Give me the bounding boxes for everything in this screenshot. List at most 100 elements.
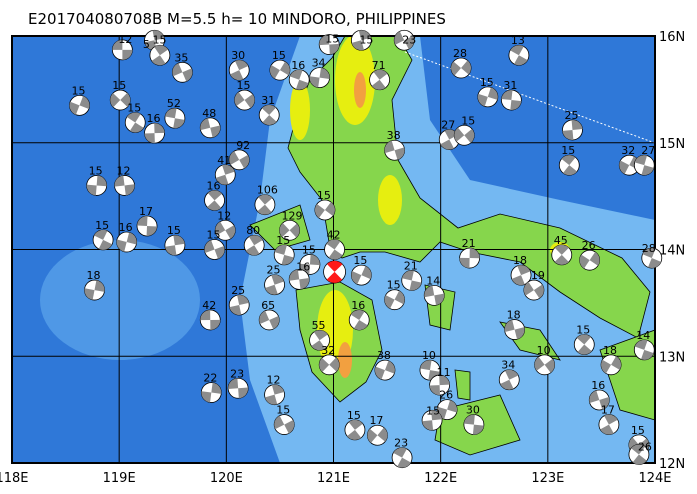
highland	[378, 175, 402, 225]
focal-mechanism	[264, 384, 285, 406]
focal-mechanism	[149, 44, 171, 66]
depth-label: 23	[394, 437, 408, 450]
lon-label: 118E	[0, 471, 29, 486]
depth-label: 52	[167, 97, 181, 110]
depth-label: 71	[372, 59, 386, 72]
focal-mechanism	[633, 339, 655, 361]
focal-mechanism	[204, 239, 225, 260]
lon-label: 123E	[531, 471, 564, 486]
depth-label: 17	[601, 404, 615, 417]
lat-label: 16N	[659, 30, 685, 45]
focal-mechanism	[453, 124, 475, 146]
focal-mechanism	[199, 117, 221, 139]
depth-label: 16	[291, 59, 305, 72]
depth-label: 34	[312, 57, 326, 70]
depth-label: 55	[312, 319, 326, 332]
depth-label: 15	[272, 49, 286, 62]
focal-mechanism	[164, 107, 186, 129]
focal-mechanism	[600, 354, 622, 376]
focal-mechanism	[258, 104, 280, 126]
focal-mechanism	[562, 119, 583, 141]
depth-label: 15	[353, 254, 367, 267]
focal-mechanism	[423, 285, 445, 306]
focal-mechanism	[551, 244, 573, 266]
focal-mechanism	[288, 69, 310, 91]
focal-mechanism	[633, 154, 655, 176]
focal-mechanism	[288, 268, 310, 290]
depth-label: 15	[153, 33, 167, 46]
depth-label: 31	[261, 94, 275, 107]
focal-mechanism	[598, 414, 620, 435]
focal-mechanism	[369, 69, 390, 91]
focal-mechanism	[393, 29, 415, 51]
depth-label: 129	[282, 209, 303, 222]
depth-label: 18	[603, 344, 617, 357]
focal-mechanism	[199, 309, 221, 331]
depth-label: 12	[267, 374, 281, 387]
focal-mechanism	[309, 67, 330, 89]
depth-label: 15	[89, 164, 103, 177]
depth-label: 27	[641, 144, 655, 157]
depth-label: 41	[217, 154, 231, 167]
focal-mechanism	[69, 94, 90, 116]
focal-mechanism	[234, 89, 255, 111]
depth-label: 15	[631, 424, 645, 437]
map-title: E201704080708B M=5.5 h= 10 MINDORO, PHIL…	[28, 10, 446, 28]
highland	[335, 35, 375, 125]
focal-mechanism	[374, 359, 396, 381]
depth-label: 26	[439, 389, 453, 402]
focal-mechanism	[348, 309, 370, 331]
focal-mechanism	[314, 199, 336, 221]
depth-label: 21	[462, 237, 476, 250]
focal-mechanism	[111, 39, 133, 61]
depth-label: 15	[480, 76, 494, 89]
depth-label: 34	[501, 359, 515, 372]
focal-mechanism	[243, 234, 265, 256]
depth-label: 18	[513, 254, 527, 267]
depth-label: 14	[636, 329, 650, 342]
depth-label: 80	[246, 224, 260, 237]
focal-mechanism	[401, 270, 423, 291]
depth-label: 18	[87, 269, 101, 282]
focal-mechanism	[269, 59, 291, 81]
depth-label: 28	[453, 47, 467, 60]
depth-label: 10	[537, 344, 551, 357]
depth-label: 16	[207, 179, 221, 192]
focal-mechanism	[459, 247, 481, 269]
focal-mechanism	[523, 279, 545, 301]
focal-mechanism	[264, 274, 285, 296]
depth-label: 11	[437, 366, 451, 379]
focal-mechanism	[279, 219, 300, 241]
depth-label: 48	[202, 107, 216, 120]
depth-label: 25	[564, 109, 578, 122]
lon-label: 121E	[317, 471, 350, 486]
focal-mechanism	[214, 219, 236, 241]
depth-label: 15	[167, 224, 181, 237]
focal-mechanism	[116, 231, 138, 253]
depth-label: 92	[236, 139, 250, 152]
focal-mechanism	[299, 254, 321, 275]
focal-mechanism	[419, 359, 441, 381]
focal-mechanism	[504, 319, 526, 340]
focal-mechanism	[573, 334, 595, 355]
depth-label: 15	[317, 189, 331, 202]
focal-mechanism	[309, 329, 330, 351]
focal-mechanism	[254, 194, 276, 216]
main-event-mechanism	[323, 260, 346, 284]
depth-label: 31	[503, 79, 517, 92]
depth-label: 42	[202, 299, 216, 312]
focal-mechanism	[450, 57, 472, 79]
trench-line	[404, 51, 656, 144]
depth-label: 15	[561, 144, 575, 157]
focal-mechanism	[384, 289, 405, 311]
focal-mechanism	[429, 374, 450, 396]
depth-label: 10	[422, 349, 436, 362]
depth-label: 15	[276, 234, 290, 247]
focal-mechanism	[498, 369, 520, 391]
focal-mechanism	[86, 175, 108, 196]
peak	[354, 72, 366, 108]
shelf	[40, 240, 200, 360]
focal-mechanism	[92, 229, 114, 251]
depth-label: 15	[112, 79, 126, 92]
lon-label: 120E	[210, 471, 243, 486]
